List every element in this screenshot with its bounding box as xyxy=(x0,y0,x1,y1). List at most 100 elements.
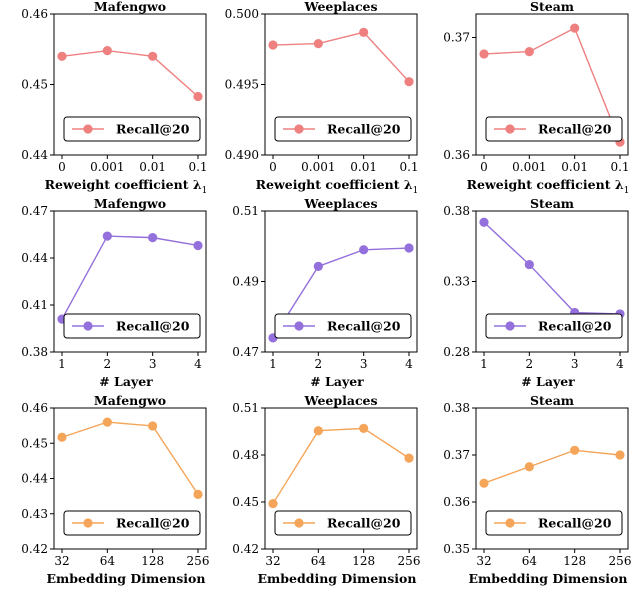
y-tick-label: 0.47 xyxy=(21,204,48,218)
x-tick-label: 32 xyxy=(54,554,69,568)
x-axis-label-subscript: 1 xyxy=(624,186,630,196)
x-tick-label: 1 xyxy=(480,357,488,371)
legend-box xyxy=(485,116,623,142)
legend-marker xyxy=(505,518,515,528)
chart-svg: Mafengwo 0.44 0.45 0.46 0 0.001 0.01 0.1 Reweigh… xyxy=(21,0,208,196)
data-point xyxy=(404,243,414,253)
series-line xyxy=(483,449,621,484)
x-tick-label: 32 xyxy=(476,554,491,568)
chart-panel: Mafengwo 0.38 0.41 0.44 0.47 1 2 3 4 # Layer Recal… xyxy=(0,197,211,394)
chart-svg: Mafengwo 0.38 0.41 0.44 0.47 1 2 3 4 # Layer Recal… xyxy=(21,197,207,389)
legend-label: Recall@20 xyxy=(116,516,190,531)
x-axis-label: # Layer xyxy=(310,374,364,389)
x-axis-label: # Layer xyxy=(99,374,153,389)
data-point xyxy=(359,423,369,433)
x-axis-label: Embedding Dimension xyxy=(47,571,206,586)
x-tick-label: 0 xyxy=(58,160,66,174)
data-point xyxy=(148,51,158,61)
x-axis-label: Embedding Dimension xyxy=(258,571,417,586)
legend-marker xyxy=(294,124,304,134)
data-point xyxy=(102,231,112,241)
y-tick-label: 0.51 xyxy=(232,204,259,218)
series-line xyxy=(483,221,621,315)
legend-label: Recall@20 xyxy=(538,122,612,137)
legend: Recall@20 xyxy=(274,510,412,536)
y-tick-label: 0.36 xyxy=(443,495,470,509)
legend-marker xyxy=(83,321,93,331)
chart-svg: Steam 0.36 0.37 0 0.001 0.01 0.1 Reweight coeff… xyxy=(443,0,630,196)
x-axis-label-subscript: 1 xyxy=(413,186,419,196)
chart-svg: Steam 0.28 0.33 0.38 1 2 3 4 # Layer Recall@20 xyxy=(443,197,629,389)
legend-box xyxy=(485,510,623,536)
data-point xyxy=(193,91,203,102)
data-point xyxy=(479,478,489,488)
data-point xyxy=(524,47,534,57)
data-point xyxy=(102,417,112,427)
legend-box xyxy=(63,116,201,142)
plot-frame xyxy=(475,407,629,550)
chart-title: Steam xyxy=(530,197,574,211)
x-tick-label: 128 xyxy=(141,554,164,568)
legend-box xyxy=(274,116,412,142)
y-tick-label: 0.45 xyxy=(232,495,259,509)
series-line xyxy=(483,27,621,143)
x-tick-label: 32 xyxy=(265,554,280,568)
y-tick-label: 0.49 xyxy=(232,275,259,289)
data-point xyxy=(313,426,323,436)
y-tick-label: 0.500 xyxy=(225,7,259,21)
x-axis-label: Reweight coefficient λ1 xyxy=(467,177,630,196)
data-point xyxy=(479,49,489,59)
data-point xyxy=(193,240,203,251)
legend-box xyxy=(63,510,201,536)
chart-title: Weeplaces xyxy=(303,394,377,408)
legend-label: Recall@20 xyxy=(327,122,401,137)
y-tick-label: 0.42 xyxy=(21,542,48,556)
legend: Recall@20 xyxy=(274,116,412,142)
x-tick-label: 0.1 xyxy=(188,160,207,174)
chart-panel: Mafengwo 0.44 0.45 0.46 0 0.001 0.01 0.1 Reweigh… xyxy=(0,0,211,197)
series-line xyxy=(61,421,199,495)
y-tick-label: 0.495 xyxy=(225,78,259,92)
x-tick-label: 4 xyxy=(405,357,413,371)
legend: Recall@20 xyxy=(274,313,412,339)
x-tick-label: 0.01 xyxy=(139,160,166,174)
x-axis-label: Embedding Dimension xyxy=(469,571,628,586)
x-axis-label: Reweight coefficient λ1 xyxy=(45,177,208,196)
chart-panel: Mafengwo 0.42 0.43 0.44 0.45 0.46 32 64 128 256 Em… xyxy=(0,394,211,591)
legend: Recall@20 xyxy=(485,116,623,142)
y-tick-label: 0.28 xyxy=(443,345,470,359)
legend-marker xyxy=(83,518,93,528)
chart-svg: Steam 0.35 0.36 0.37 0.38 32 64 128 256 Embedding… xyxy=(443,394,631,586)
data-point xyxy=(570,23,580,33)
y-tick-label: 0.44 xyxy=(21,472,48,486)
series-line xyxy=(272,31,410,83)
plot-frame xyxy=(475,13,629,156)
series-line xyxy=(61,49,199,98)
chart-panel: Weeplaces 0.42 0.45 0.48 0.51 32 64 128 256 Embed… xyxy=(211,394,422,591)
chart-title: Weeplaces xyxy=(303,197,377,211)
legend: Recall@20 xyxy=(485,510,623,536)
y-tick-label: 0.47 xyxy=(232,345,259,359)
y-tick-label: 0.41 xyxy=(21,298,48,312)
data-point xyxy=(524,259,534,270)
legend: Recall@20 xyxy=(63,116,201,142)
y-tick-label: 0.38 xyxy=(21,345,48,359)
chart-title: Mafengwo xyxy=(94,394,166,408)
legend-box xyxy=(274,313,412,339)
data-point xyxy=(615,450,625,460)
chart-title: Weeplaces xyxy=(303,0,377,14)
x-tick-label: 0.1 xyxy=(610,160,629,174)
data-point xyxy=(148,421,158,431)
chart-panel: Steam 0.35 0.36 0.37 0.38 32 64 128 256 Embedding… xyxy=(422,394,633,591)
x-tick-label: 0.001 xyxy=(301,160,335,174)
x-tick-label: 0.01 xyxy=(350,160,377,174)
data-point xyxy=(313,39,323,49)
legend: Recall@20 xyxy=(485,313,623,339)
legend-box xyxy=(63,313,201,339)
data-point xyxy=(313,261,323,271)
y-tick-label: 0.46 xyxy=(21,401,48,415)
plot-frame xyxy=(264,407,418,550)
x-tick-label: 1 xyxy=(269,357,277,371)
legend-marker xyxy=(505,124,515,134)
x-tick-label: 3 xyxy=(360,357,368,371)
